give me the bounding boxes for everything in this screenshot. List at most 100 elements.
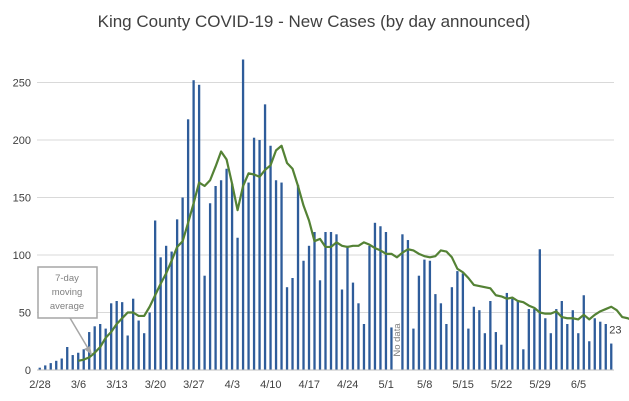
bar xyxy=(500,344,503,370)
x-tick-label: 2/28 xyxy=(29,379,50,391)
bar xyxy=(269,145,272,370)
bar xyxy=(412,328,415,370)
bar xyxy=(263,104,267,370)
x-tick-label: 4/17 xyxy=(299,379,320,391)
x-tick-label: 3/27 xyxy=(183,379,204,391)
bar xyxy=(544,318,547,370)
annotations: 7-day moving average No data 23 xyxy=(37,266,622,357)
bar xyxy=(417,275,421,370)
bar xyxy=(428,260,432,370)
x-tick-label: 6/5 xyxy=(571,379,586,391)
y-tick-label: 50 xyxy=(19,308,31,320)
bar xyxy=(143,333,146,370)
bar xyxy=(258,140,261,370)
bar xyxy=(132,298,135,370)
bar xyxy=(241,59,245,370)
bar xyxy=(335,234,338,370)
bar xyxy=(560,301,563,370)
x-tick-label: 3/6 xyxy=(71,379,86,391)
bar xyxy=(170,251,173,370)
bar xyxy=(110,303,113,370)
bar xyxy=(38,367,41,370)
bar xyxy=(71,355,74,370)
bar xyxy=(225,168,228,370)
x-tick-label: 5/15 xyxy=(452,379,473,391)
x-tick-label: 4/10 xyxy=(260,379,281,391)
bar xyxy=(368,245,371,370)
bar xyxy=(159,257,162,370)
x-tick-label: 3/13 xyxy=(106,379,127,391)
x-tick-label: 5/8 xyxy=(417,379,432,391)
bar xyxy=(313,232,316,370)
x-tick-label: 3/20 xyxy=(145,379,166,391)
bar xyxy=(164,245,168,370)
bar xyxy=(346,245,349,370)
bar xyxy=(489,301,492,370)
bar xyxy=(236,237,239,370)
bar xyxy=(610,343,613,370)
bar xyxy=(505,292,508,370)
bar xyxy=(582,295,585,370)
bar xyxy=(280,182,283,370)
bar xyxy=(318,280,322,370)
bar xyxy=(302,260,305,370)
bar xyxy=(362,324,366,370)
bar xyxy=(456,271,459,370)
bar xyxy=(137,320,140,370)
moving-average-callout-arrow xyxy=(69,317,90,351)
bar xyxy=(104,328,107,370)
bar xyxy=(379,226,382,370)
bar xyxy=(467,328,470,370)
no-data-annotation: No data xyxy=(392,323,403,357)
bar xyxy=(126,335,129,370)
bar xyxy=(214,186,217,370)
bar xyxy=(291,278,294,370)
bar xyxy=(115,301,118,370)
bar xyxy=(555,309,558,370)
y-tick-label: 0 xyxy=(25,365,31,377)
bar xyxy=(599,321,602,370)
axes: 0 50 100 150 200 250 2/28 3/6 3/13 3/20 3/27 4/3 4/1… xyxy=(13,78,614,391)
bar xyxy=(533,309,536,370)
x-tick-label: 4/24 xyxy=(337,379,358,391)
bar xyxy=(44,365,47,370)
bar xyxy=(516,301,519,370)
bar xyxy=(538,249,541,370)
bar xyxy=(208,203,212,370)
bar xyxy=(527,309,530,370)
bar xyxy=(373,222,377,370)
bar xyxy=(351,282,355,370)
x-tick-label: 4/3 xyxy=(225,379,240,391)
moving-average-callout-arrowhead xyxy=(84,346,92,355)
bar xyxy=(274,180,278,370)
bar xyxy=(93,326,96,370)
bar xyxy=(203,275,206,370)
bar xyxy=(307,245,311,370)
bar xyxy=(60,358,63,370)
bar xyxy=(285,287,289,370)
bar xyxy=(49,363,52,370)
bar xyxy=(439,303,443,370)
bar xyxy=(549,333,552,370)
bar xyxy=(461,273,465,370)
bar xyxy=(511,298,514,370)
bar xyxy=(186,119,190,370)
bar xyxy=(148,312,151,370)
y-tick-label: 200 xyxy=(13,135,31,147)
bar xyxy=(450,287,454,370)
bar xyxy=(401,234,404,370)
moving-average-series xyxy=(77,144,629,362)
y-tick-label: 150 xyxy=(13,193,31,205)
x-tick-label: 5/1 xyxy=(379,379,394,391)
bar xyxy=(197,84,201,371)
y-tick-label: 100 xyxy=(13,250,31,262)
moving-average-callout-line-2: moving xyxy=(52,287,83,298)
bar xyxy=(494,332,498,370)
bar xyxy=(571,310,574,370)
bar xyxy=(175,219,179,370)
bar xyxy=(604,324,607,370)
y-tick-label: 250 xyxy=(13,78,31,90)
bar xyxy=(66,347,69,370)
